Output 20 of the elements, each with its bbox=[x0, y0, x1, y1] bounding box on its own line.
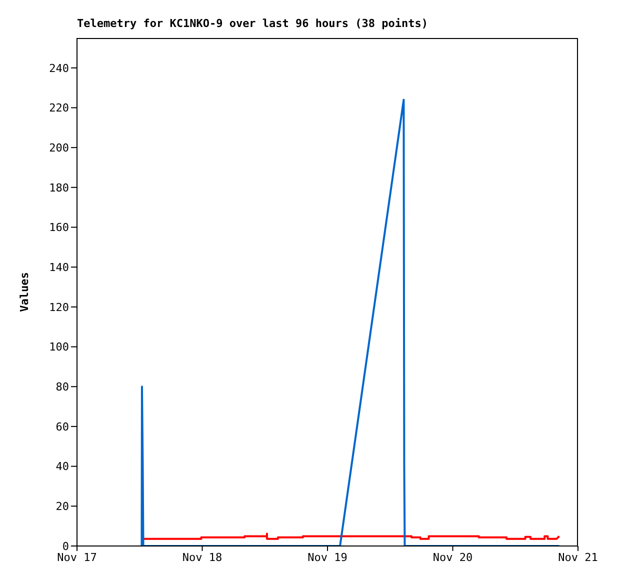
y-tick-label: 60 bbox=[56, 420, 69, 434]
y-tick-label: 0 bbox=[62, 540, 69, 553]
y-tick-label: 20 bbox=[56, 500, 69, 514]
x-tick-label: Nov 19 bbox=[308, 550, 348, 564]
y-tick-label: 140 bbox=[49, 261, 69, 274]
x-tick-label: Nov 21 bbox=[558, 550, 598, 564]
y-tick-label: 40 bbox=[56, 460, 69, 474]
y-tick-label: 240 bbox=[49, 62, 69, 75]
y-axis-title: Values bbox=[18, 272, 31, 312]
x-tick-label: Nov 18 bbox=[182, 550, 222, 564]
x-tick-label: Nov 20 bbox=[432, 550, 473, 564]
y-tick-label: 120 bbox=[49, 300, 69, 314]
chart-title: Telemetry for KC1NKO-9 over last 96 hours (38 points) bbox=[77, 17, 428, 30]
y-tick-label: 80 bbox=[56, 380, 69, 394]
y-tick-label: 160 bbox=[49, 221, 69, 234]
y-tick-label: 220 bbox=[49, 102, 69, 115]
y-tick-label: 200 bbox=[49, 141, 69, 154]
x-tick-label: Nov 17 bbox=[57, 550, 97, 564]
y-tick-label: 180 bbox=[49, 181, 69, 194]
y-tick-label: 100 bbox=[49, 340, 69, 354]
